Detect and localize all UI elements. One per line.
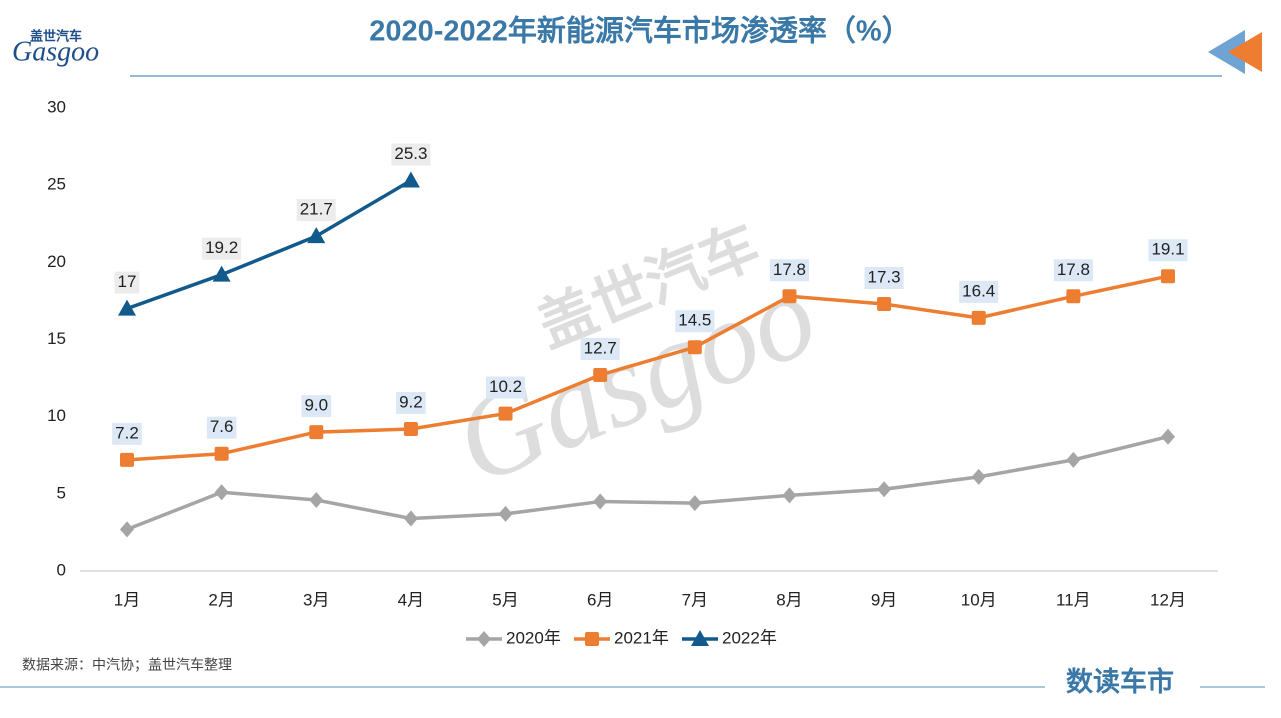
data-label: 17 xyxy=(118,272,137,291)
y-tick-label: 20 xyxy=(47,252,66,271)
data-label-bg xyxy=(391,143,431,166)
data-point xyxy=(212,265,231,282)
x-tick-label: 12月 xyxy=(1150,590,1186,609)
x-tick-label: 8月 xyxy=(776,590,802,609)
x-tick-label: 7月 xyxy=(682,590,708,609)
data-label-bg xyxy=(202,237,242,260)
data-point xyxy=(877,297,892,312)
y-tick-label: 10 xyxy=(47,406,66,425)
y-tick-label: 25 xyxy=(47,175,66,194)
data-label-bg xyxy=(114,271,140,294)
data-point xyxy=(877,481,892,498)
brand: 数读车市 xyxy=(1066,666,1174,697)
data-label: 16.4 xyxy=(962,281,995,300)
legend-marker xyxy=(585,632,599,646)
deco-arrow xyxy=(1208,30,1245,74)
data-label-bg xyxy=(301,395,332,418)
series-line xyxy=(126,435,1169,531)
legend-label: 2021年 xyxy=(614,628,669,647)
data-point xyxy=(498,505,513,522)
data-label-bg xyxy=(580,337,620,360)
x-tick-label: 5月 xyxy=(492,590,518,609)
data-point xyxy=(403,422,418,437)
x-tick-label: 9月 xyxy=(871,590,897,609)
data-point xyxy=(971,310,986,325)
y-tick-label: 30 xyxy=(47,97,66,116)
y-tick-label: 0 xyxy=(57,560,66,579)
x-tick-label: 6月 xyxy=(587,590,613,609)
x-tick-label: 4月 xyxy=(398,590,424,609)
data-label-bg xyxy=(959,280,999,303)
logo-en: Gasgoo xyxy=(12,36,99,67)
data-point xyxy=(782,487,797,504)
deco-arrow xyxy=(1228,32,1262,72)
x-tick-label: 1月 xyxy=(114,590,140,609)
data-point xyxy=(593,367,608,382)
data-point xyxy=(1066,289,1081,304)
y-tick-label: 5 xyxy=(57,483,66,502)
data-label: 25.3 xyxy=(394,144,427,163)
data-label: 12.7 xyxy=(584,338,617,357)
data-label: 19.2 xyxy=(205,238,238,257)
series-line xyxy=(126,274,1169,462)
data-point xyxy=(120,521,134,538)
data-label-bg xyxy=(675,310,715,333)
source-note: 数据来源：中汽协；盖世汽车整理 xyxy=(22,657,232,674)
legend-marker xyxy=(691,630,709,646)
data-point xyxy=(118,299,136,316)
x-tick-label: 10月 xyxy=(961,590,997,609)
data-label-bg xyxy=(396,392,426,415)
x-tick-label: 11月 xyxy=(1056,590,1091,609)
data-label: 7.2 xyxy=(115,423,139,442)
data-point xyxy=(309,425,324,440)
data-label: 7.6 xyxy=(210,417,234,436)
data-point xyxy=(307,227,326,244)
data-point xyxy=(214,484,229,501)
logo-cn: 盖世汽车 xyxy=(30,28,82,43)
data-label: 14.5 xyxy=(678,311,711,330)
data-label: 17.8 xyxy=(773,260,806,279)
x-tick-label: 3月 xyxy=(303,590,329,609)
series-line xyxy=(126,179,412,311)
data-point xyxy=(593,493,608,510)
data-point xyxy=(214,446,229,461)
data-point xyxy=(971,468,986,485)
data-label: 9.0 xyxy=(304,396,328,415)
data-label: 10.2 xyxy=(489,377,522,396)
data-point xyxy=(687,495,702,512)
legend-label: 2020年 xyxy=(506,628,561,647)
data-point xyxy=(309,492,324,509)
data-point xyxy=(1066,451,1081,468)
data-point xyxy=(1161,269,1175,284)
plot: 0 5 10 15 20 25 30 1月 2月 3月 4月 5月 6月 7月 8月 9月 10月 11月 12月 7… xyxy=(47,97,1188,647)
data-point xyxy=(687,340,702,355)
data-label: 21.7 xyxy=(300,200,333,219)
legend-label: 2022年 xyxy=(722,628,777,647)
chart-title: 2020-2022年新能源汽车市场渗透率（%） xyxy=(369,14,910,48)
data-label: 17.3 xyxy=(868,267,901,286)
data-label-bg xyxy=(485,376,526,399)
data-point xyxy=(403,510,418,527)
data-point xyxy=(120,452,134,467)
data-label-bg xyxy=(864,267,904,290)
data-label-bg xyxy=(206,416,237,439)
data-label-bg xyxy=(1148,239,1188,262)
data-point xyxy=(1161,428,1175,445)
data-label-bg xyxy=(769,259,810,282)
data-label-bg xyxy=(112,422,142,445)
data-label-bg xyxy=(1053,259,1093,282)
data-label: 17.8 xyxy=(1057,260,1090,279)
data-point xyxy=(782,289,797,304)
data-point xyxy=(498,406,513,421)
y-tick-label: 15 xyxy=(47,329,66,348)
x-tick-label: 2月 xyxy=(208,590,234,609)
data-point xyxy=(401,171,420,188)
data-label-bg xyxy=(296,199,336,222)
data-label: 9.2 xyxy=(399,392,423,411)
legend-marker xyxy=(477,631,491,647)
data-label: 19.1 xyxy=(1151,240,1184,259)
